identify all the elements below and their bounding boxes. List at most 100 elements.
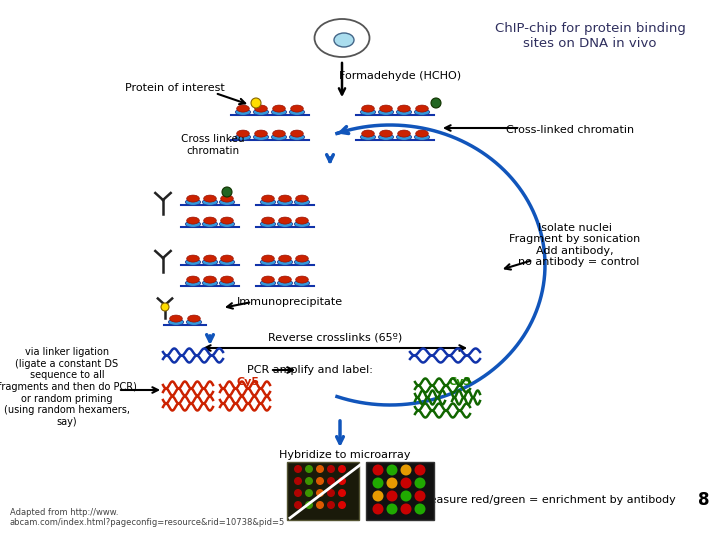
Ellipse shape bbox=[414, 134, 430, 140]
Text: Reverse crosslinks (65º): Reverse crosslinks (65º) bbox=[268, 333, 402, 343]
Ellipse shape bbox=[185, 259, 201, 265]
Text: Hybridize to microarray: Hybridize to microarray bbox=[279, 450, 410, 460]
Text: PCR amplify and label:: PCR amplify and label: bbox=[247, 365, 373, 375]
Ellipse shape bbox=[261, 217, 274, 224]
Ellipse shape bbox=[261, 276, 274, 283]
FancyBboxPatch shape bbox=[366, 462, 434, 520]
Ellipse shape bbox=[289, 109, 305, 115]
Circle shape bbox=[338, 489, 346, 497]
Ellipse shape bbox=[414, 109, 430, 115]
Ellipse shape bbox=[397, 130, 410, 137]
Ellipse shape bbox=[255, 105, 267, 112]
Text: 8: 8 bbox=[698, 491, 710, 509]
Circle shape bbox=[222, 187, 232, 197]
Circle shape bbox=[251, 98, 261, 108]
Circle shape bbox=[294, 477, 302, 485]
Circle shape bbox=[327, 465, 335, 473]
Circle shape bbox=[338, 465, 346, 473]
Ellipse shape bbox=[261, 195, 274, 202]
Text: Protein of interest: Protein of interest bbox=[125, 83, 225, 93]
Text: ChIP-chip for protein binding
sites on DNA in vivo: ChIP-chip for protein binding sites on D… bbox=[495, 22, 685, 50]
Circle shape bbox=[338, 477, 346, 485]
Ellipse shape bbox=[253, 134, 269, 140]
Circle shape bbox=[415, 490, 426, 502]
Circle shape bbox=[372, 490, 384, 502]
Ellipse shape bbox=[221, 217, 233, 224]
Ellipse shape bbox=[235, 134, 251, 140]
Ellipse shape bbox=[397, 105, 410, 112]
Ellipse shape bbox=[186, 319, 202, 325]
Circle shape bbox=[327, 501, 335, 509]
FancyBboxPatch shape bbox=[287, 462, 359, 520]
Ellipse shape bbox=[378, 109, 394, 115]
Ellipse shape bbox=[294, 199, 310, 205]
Ellipse shape bbox=[296, 276, 308, 283]
Ellipse shape bbox=[277, 259, 293, 265]
Ellipse shape bbox=[291, 105, 303, 112]
Circle shape bbox=[387, 464, 397, 476]
Circle shape bbox=[316, 465, 324, 473]
Ellipse shape bbox=[396, 134, 412, 140]
Circle shape bbox=[400, 503, 412, 515]
Circle shape bbox=[387, 477, 397, 489]
Ellipse shape bbox=[273, 130, 285, 137]
Ellipse shape bbox=[237, 105, 249, 112]
Ellipse shape bbox=[185, 221, 201, 227]
Circle shape bbox=[387, 503, 397, 515]
Circle shape bbox=[400, 490, 412, 502]
Ellipse shape bbox=[277, 280, 293, 286]
Ellipse shape bbox=[271, 134, 287, 140]
Ellipse shape bbox=[220, 259, 235, 265]
Circle shape bbox=[294, 501, 302, 509]
Ellipse shape bbox=[255, 130, 267, 137]
Ellipse shape bbox=[294, 280, 310, 286]
Circle shape bbox=[400, 477, 412, 489]
Ellipse shape bbox=[185, 199, 201, 205]
Circle shape bbox=[372, 464, 384, 476]
Text: Cy5: Cy5 bbox=[236, 377, 259, 387]
Ellipse shape bbox=[277, 221, 293, 227]
Text: Cross-linked chromatin: Cross-linked chromatin bbox=[506, 125, 634, 135]
Ellipse shape bbox=[273, 105, 285, 112]
Ellipse shape bbox=[221, 255, 233, 262]
Ellipse shape bbox=[261, 280, 276, 286]
Ellipse shape bbox=[294, 221, 310, 227]
Ellipse shape bbox=[202, 259, 217, 265]
Ellipse shape bbox=[186, 276, 199, 283]
Ellipse shape bbox=[204, 276, 216, 283]
Ellipse shape bbox=[360, 109, 376, 115]
Circle shape bbox=[294, 465, 302, 473]
Circle shape bbox=[294, 489, 302, 497]
Ellipse shape bbox=[296, 195, 308, 202]
Ellipse shape bbox=[186, 195, 199, 202]
Ellipse shape bbox=[415, 130, 428, 137]
Circle shape bbox=[305, 489, 313, 497]
Circle shape bbox=[415, 503, 426, 515]
Text: Immunoprecipitate: Immunoprecipitate bbox=[237, 297, 343, 307]
Circle shape bbox=[431, 98, 441, 108]
Ellipse shape bbox=[261, 199, 276, 205]
Circle shape bbox=[161, 303, 169, 311]
Ellipse shape bbox=[220, 280, 235, 286]
Circle shape bbox=[372, 477, 384, 489]
Ellipse shape bbox=[360, 134, 376, 140]
Ellipse shape bbox=[261, 221, 276, 227]
Ellipse shape bbox=[204, 217, 216, 224]
Circle shape bbox=[316, 477, 324, 485]
Ellipse shape bbox=[202, 280, 217, 286]
Ellipse shape bbox=[296, 217, 308, 224]
Ellipse shape bbox=[204, 255, 216, 262]
Ellipse shape bbox=[279, 217, 292, 224]
Text: Cross linked
chromatin: Cross linked chromatin bbox=[181, 134, 245, 156]
Ellipse shape bbox=[379, 105, 392, 112]
Ellipse shape bbox=[279, 276, 292, 283]
Ellipse shape bbox=[379, 130, 392, 137]
Circle shape bbox=[415, 464, 426, 476]
Text: Adapted from http://www.
abcam.com/index.html?pageconfig=resource&rid=10738&pid=: Adapted from http://www. abcam.com/index… bbox=[10, 508, 285, 528]
Circle shape bbox=[327, 477, 335, 485]
Ellipse shape bbox=[170, 315, 182, 322]
Circle shape bbox=[305, 465, 313, 473]
Ellipse shape bbox=[279, 195, 292, 202]
Circle shape bbox=[415, 477, 426, 489]
Ellipse shape bbox=[185, 280, 201, 286]
